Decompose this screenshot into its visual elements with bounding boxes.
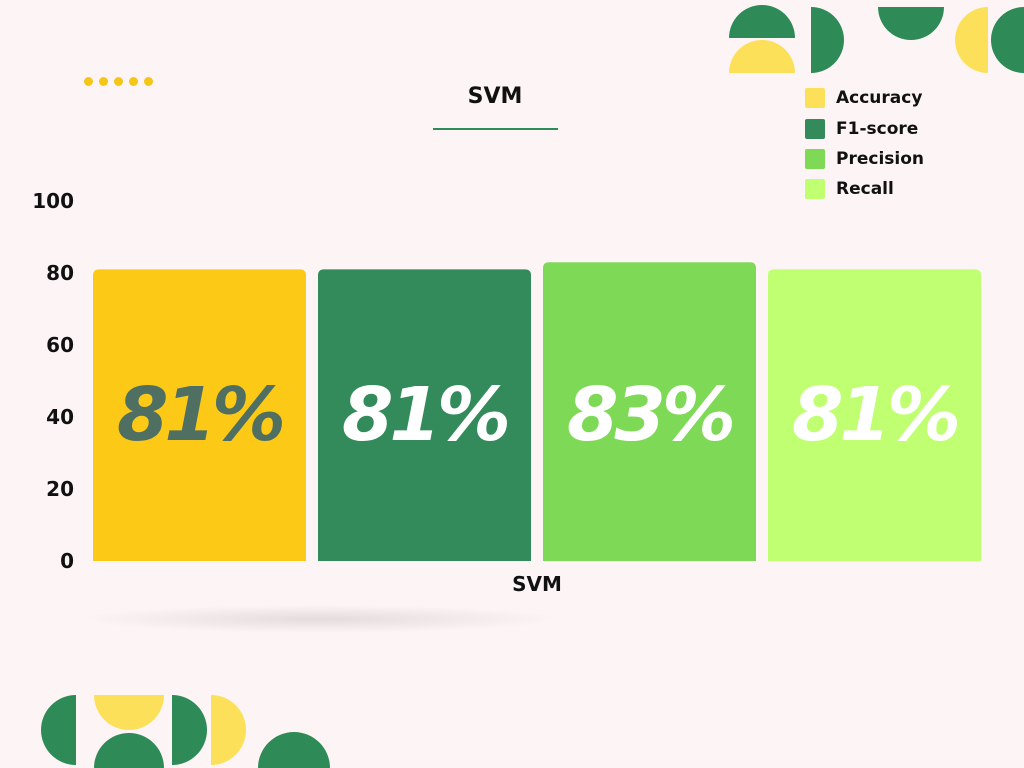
- legend-label-recall: Recall: [836, 179, 894, 199]
- decor-half-circle: [991, 7, 1024, 73]
- y-tick-label: 100: [32, 189, 74, 213]
- bar-precision: [543, 262, 756, 561]
- decor-half-circle: [172, 695, 207, 765]
- bar-shadow: [80, 605, 560, 633]
- y-tick-label: 60: [46, 333, 74, 357]
- bar-value-label: 83%: [567, 372, 733, 458]
- y-tick-label: 80: [46, 261, 74, 285]
- x-axis-label: SVM: [512, 572, 562, 596]
- legend-swatch-f1-score: [805, 118, 825, 139]
- y-axis: 0 20 40 60 80 100: [32, 189, 74, 573]
- legend-swatch-precision: [805, 149, 825, 169]
- decor-half-circle: [729, 5, 795, 38]
- decor-half-circle: [41, 695, 76, 765]
- bar-value-labels: 81% 81% 83% 81%: [117, 372, 962, 458]
- decor-dot: [129, 77, 138, 86]
- decor-half-circle: [258, 732, 330, 768]
- decor-half-circle: [211, 695, 246, 765]
- bar-value-label: 81%: [342, 372, 508, 458]
- decor-dot: [84, 77, 93, 86]
- chart-title: SVM: [467, 84, 523, 109]
- decor-shapes-top: [729, 5, 1024, 73]
- decor-half-circle: [955, 7, 988, 73]
- bar-value-label: 81%: [117, 372, 283, 458]
- legend-item-precision: Precision: [805, 144, 924, 174]
- y-tick-label: 0: [60, 549, 74, 573]
- title-underline: [433, 128, 558, 130]
- bar-recall: [768, 269, 981, 561]
- legend-item-f1-score: F1-score: [805, 113, 924, 144]
- decor-dot: [114, 77, 123, 86]
- decor-half-circle: [94, 733, 164, 768]
- bar-value-label: 81%: [792, 372, 958, 458]
- legend-label-accuracy: Accuracy: [836, 87, 923, 108]
- decor-half-circle: [878, 7, 944, 40]
- decor-shapes-bottom: [41, 695, 330, 768]
- legend-swatch-accuracy: [805, 87, 825, 108]
- decor-half-circle: [729, 40, 795, 73]
- legend-swatch-recall: [805, 179, 825, 199]
- bars: [93, 262, 981, 561]
- bar-accuracy: [93, 269, 306, 561]
- decor-half-circle: [94, 695, 164, 730]
- bar-f1-score: [318, 269, 531, 561]
- decor-half-circle: [811, 7, 844, 73]
- legend-item-recall: Recall: [805, 174, 924, 204]
- legend-label-f1-score: F1-score: [836, 118, 919, 139]
- decor-dot: [144, 77, 153, 86]
- legend: Accuracy F1-score Precision Recall: [805, 82, 924, 204]
- decor-dot: [99, 77, 108, 86]
- legend-item-accuracy: Accuracy: [805, 82, 924, 113]
- dots-decoration: [84, 77, 153, 86]
- y-tick-label: 40: [46, 405, 74, 429]
- legend-label-precision: Precision: [836, 149, 925, 169]
- y-tick-label: 20: [46, 477, 74, 501]
